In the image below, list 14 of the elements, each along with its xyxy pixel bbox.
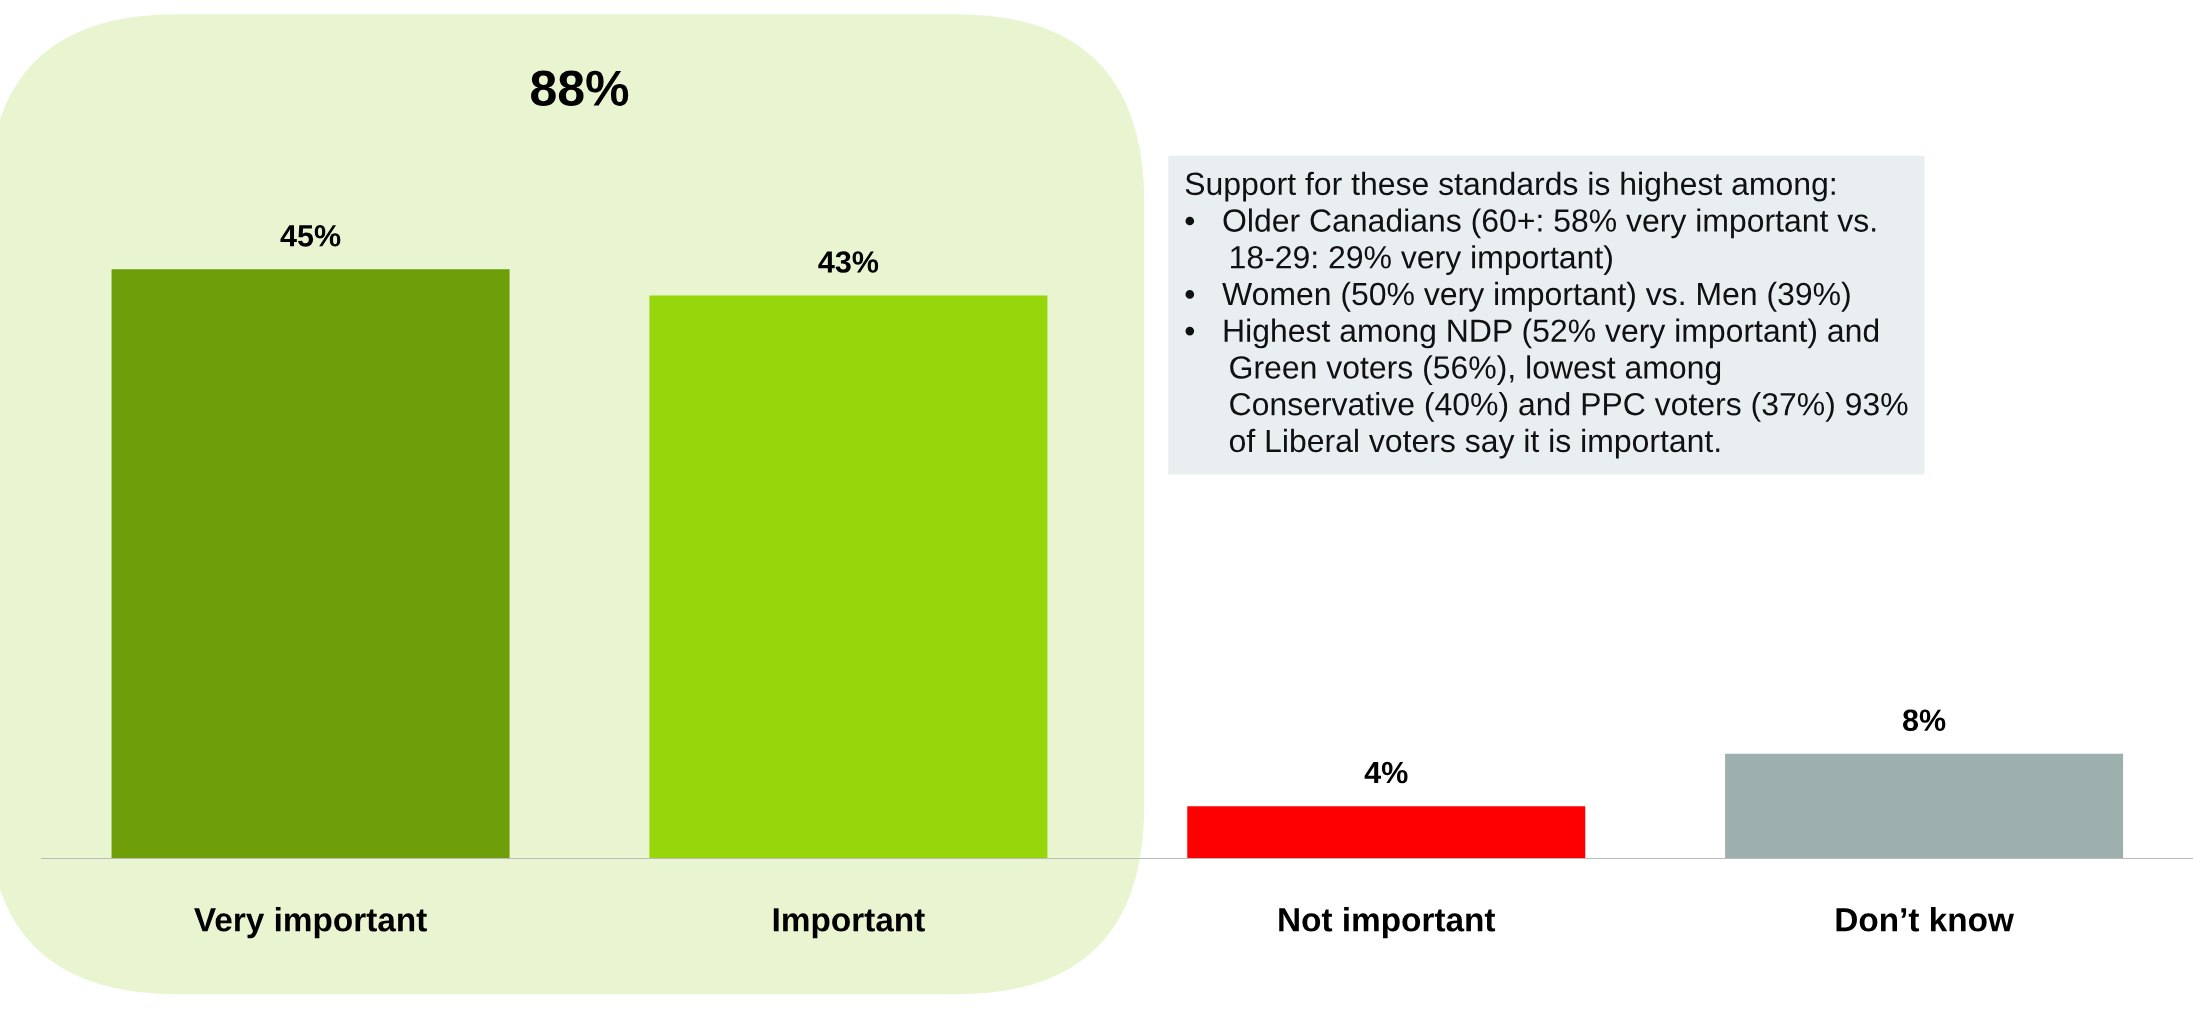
x-tick-label: Very important (194, 907, 427, 939)
data-label: 4% (1364, 761, 1408, 784)
bar (1725, 753, 2124, 859)
data-label: 45% (280, 225, 341, 247)
x-tick-label: Not important (1279, 907, 1496, 939)
annotation: Support for these standards is highest among: • Older Canadians (60+: 58% very important vs. 18-29: 29% very important) • Women (50% very important) vs. Men (39%) • Highest among NDP (52% very important) and Green voters (56%), lowest among Conservative (40%) and PPC voters (37%) 93% of Liberal voters say it is important. (1185, 171, 1908, 459)
bar (111, 269, 510, 859)
bar (649, 295, 1048, 859)
x-tick-label: Important (773, 908, 925, 939)
x-tick-label: Don’t know (1836, 907, 2014, 932)
data-label: 43% (818, 251, 879, 273)
band-label: 88% (531, 70, 629, 107)
data-label: 8% (1902, 709, 1946, 732)
bar (1187, 806, 1586, 859)
